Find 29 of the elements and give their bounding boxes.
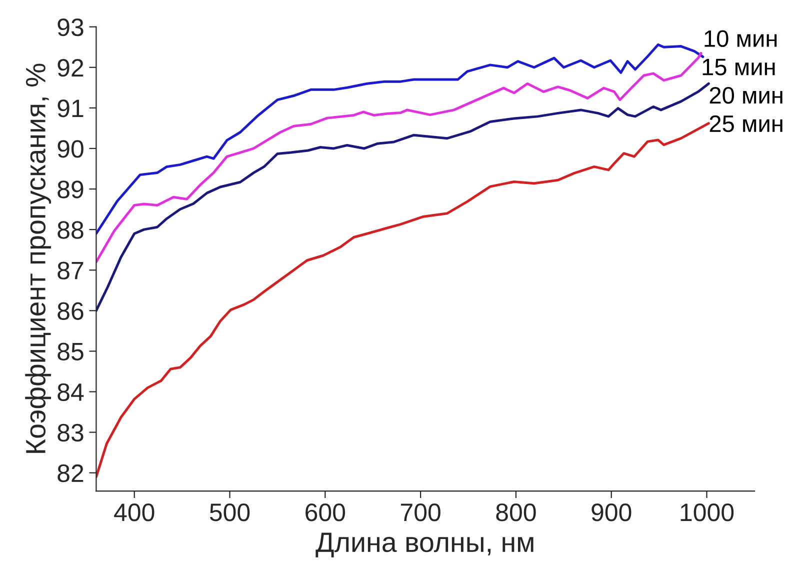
- series-label: 10 мин: [704, 30, 777, 47]
- y-tick-label: 91: [58, 100, 84, 118]
- line-series: [96, 43, 704, 235]
- y-tick-label: 89: [58, 180, 84, 198]
- y-tick-label: 82: [58, 464, 84, 482]
- y-tick-label: 83: [58, 424, 84, 442]
- x-axis-title: Длина волны, нм: [316, 532, 534, 558]
- x-tick-label: 800: [496, 504, 536, 522]
- x-tick-label: 1000: [680, 504, 734, 522]
- y-tick-label: 93: [58, 18, 84, 36]
- line-series: [96, 82, 710, 312]
- y-tick-label: 87: [58, 262, 84, 280]
- y-axis-title: Коэффициент пропускания, %: [25, 64, 52, 453]
- y-tick-label: 92: [58, 58, 84, 77]
- y-tick-label: 90: [58, 140, 84, 158]
- y-tick-label: 88: [58, 221, 84, 239]
- y-tick-label: 85: [58, 342, 84, 360]
- x-tick-label: 400: [114, 504, 154, 522]
- series-label: 15 мин: [702, 58, 775, 76]
- x-tick-label: 600: [306, 504, 346, 522]
- x-tick-label: 500: [210, 504, 250, 522]
- line-series: [96, 52, 702, 264]
- x-tick-label: 700: [400, 504, 440, 522]
- series-label: 25 мин: [710, 115, 782, 132]
- line-series: [96, 122, 710, 478]
- y-tick-label: 84: [58, 383, 84, 402]
- series-label: 20 мин: [710, 87, 782, 104]
- y-tick-label: 86: [58, 302, 84, 320]
- x-tick-label: 900: [592, 504, 632, 522]
